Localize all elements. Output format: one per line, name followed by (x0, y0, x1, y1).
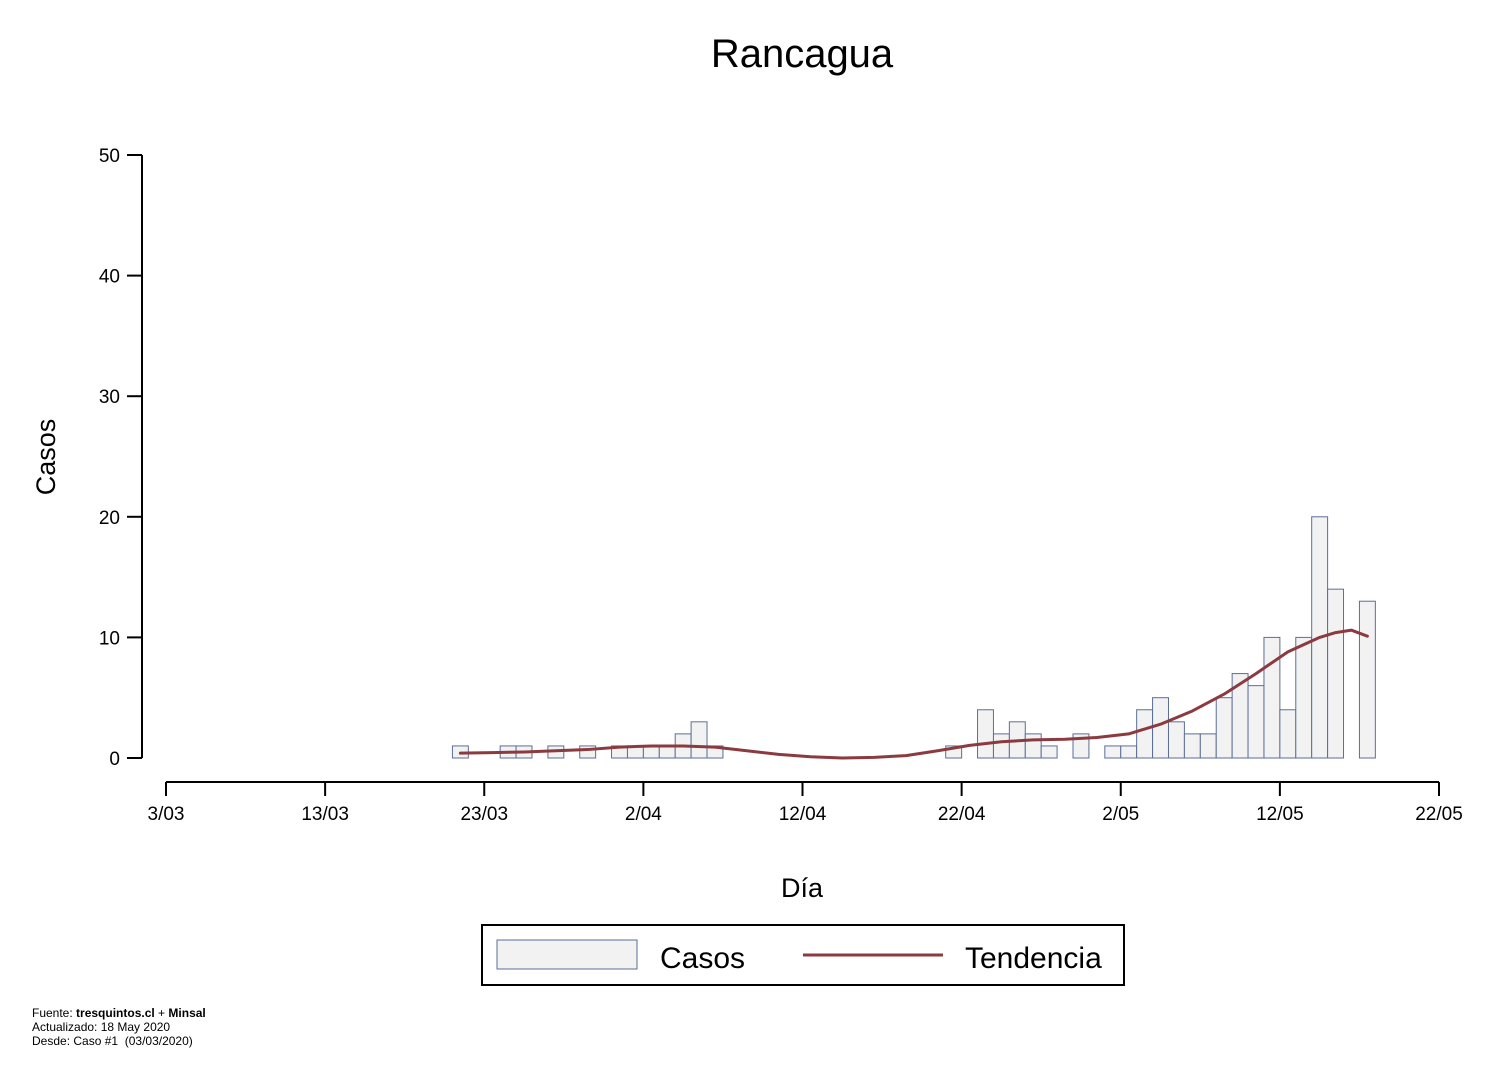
x-tick-label: 2/05 (1102, 804, 1139, 825)
source-prefix: Fuente: (32, 1006, 77, 1020)
bar (1167, 721, 1185, 759)
trend-line-group (458, 628, 1369, 760)
y-axis: 0 10 20 30 40 50 (99, 146, 143, 770)
bar (1024, 733, 1042, 759)
y-tick-label: 10 (99, 628, 120, 649)
bar (1136, 709, 1154, 759)
y-tick-label: 50 (99, 146, 120, 167)
bar (977, 709, 994, 759)
y-tick-label: 0 (109, 749, 120, 770)
x-tick-label: 2/04 (625, 804, 662, 825)
bar (1263, 636, 1281, 759)
bar (1215, 697, 1233, 759)
footer: Fuente: tresquintos.cl + Minsal Actualiz… (32, 1006, 206, 1048)
x-tick-label: 22/04 (938, 804, 986, 825)
bar (1358, 600, 1376, 759)
source-line: Fuente: tresquintos.cl + Minsal (32, 1006, 206, 1020)
legend-swatch-casos (496, 939, 638, 970)
bar (1295, 636, 1313, 759)
since-line: Desde: Caso #1 (03/03/2020) (32, 1034, 193, 1048)
x-tick-label: 13/03 (301, 804, 349, 825)
chart-title: Rancagua (711, 32, 894, 76)
bar (992, 733, 1010, 759)
legend-label-tendencia: Tendencia (965, 942, 1102, 975)
bar (1104, 745, 1122, 759)
x-tick-label: 12/05 (1256, 804, 1304, 825)
trend-line (458, 628, 1369, 760)
bar (1247, 685, 1265, 759)
bar (1040, 745, 1058, 759)
x-tick-label: 12/04 (779, 804, 827, 825)
legend-label-casos: Casos (660, 942, 745, 975)
bar (1327, 588, 1345, 759)
bar (1199, 733, 1217, 759)
x-tick-label: 3/03 (148, 804, 185, 825)
bars (451, 516, 1376, 759)
bar (690, 721, 708, 759)
x-tick-label: 22/05 (1415, 804, 1463, 825)
source-site: tresquintos.cl (76, 1006, 155, 1020)
bar (1152, 697, 1169, 759)
x-axis-title: Día (781, 873, 824, 903)
source-join: + (154, 1006, 169, 1020)
bar (1120, 745, 1138, 759)
updated-line: Actualizado: 18 May 2020 (32, 1020, 171, 1034)
y-tick-label: 20 (99, 508, 120, 529)
bar (642, 745, 660, 759)
legend: Casos Tendencia (481, 924, 1125, 986)
x-tick-label: 23/03 (460, 804, 508, 825)
x-axis: 3/03 13/03 23/03 2/04 12/04 22/04 2/05 12/05 22/… (148, 781, 1463, 825)
bar (1183, 733, 1201, 759)
y-tick-label: 30 (99, 387, 120, 408)
source-org: Minsal (168, 1006, 206, 1020)
y-tick-label: 40 (99, 267, 120, 288)
y-axis-title: Casos (31, 419, 61, 496)
bar (658, 745, 676, 759)
bar (1279, 709, 1297, 759)
